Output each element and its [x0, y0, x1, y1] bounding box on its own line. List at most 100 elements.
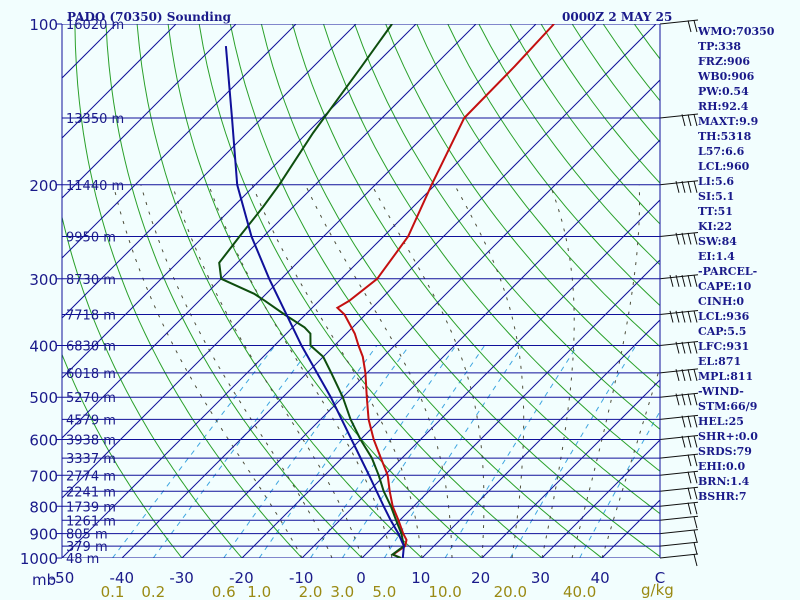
wind-barb-flag — [693, 20, 698, 33]
height-level-label: 48 m — [66, 552, 99, 567]
height-level-label: 7718 m — [66, 309, 116, 324]
sounding-index-item: HEL:25 — [698, 415, 744, 428]
sounding-index-item: TH:5318 — [698, 130, 752, 143]
wind-barb-flag — [675, 393, 680, 406]
wind-barb-flag — [675, 341, 680, 354]
height-level-label: 16020 m — [66, 18, 124, 33]
wind-barb-flag — [693, 516, 698, 529]
mixing-ratio-tick-label: 1.0 — [247, 583, 271, 600]
height-level-label: 3337 m — [66, 452, 116, 467]
wind-barb-staff — [659, 435, 699, 441]
pressure-tick-label: 800 — [29, 498, 58, 516]
isotherm-line — [62, 24, 537, 499]
sounding-indices-panel: WMO:70350 TP:338 FRZ:906 WB0:906 PW:0.54 RH:9… — [697, 25, 775, 503]
sounding-index-item: STM:66/9 — [698, 400, 757, 413]
pressure-tick-label: 1000 — [20, 550, 58, 568]
sounding-index-item: LFC:931 — [698, 340, 749, 353]
wind-barb-flag — [687, 502, 692, 515]
wind-barb-staff — [659, 274, 699, 280]
sounding-index-item: FRZ:906 — [698, 55, 750, 68]
pressure-tick-label: 500 — [29, 389, 58, 407]
parcel-profile-line — [224, 46, 405, 558]
wind-barb-flag — [687, 487, 692, 500]
height-level-label: 1261 m — [66, 514, 116, 529]
mixing-ratio-tick-label: 0.2 — [141, 583, 165, 600]
wind-barb-staff — [659, 341, 699, 346]
wind-barb-flag — [681, 310, 686, 323]
wind-barb-staff — [659, 453, 699, 459]
wind-barb-flag — [681, 415, 686, 428]
pressure-tick-label: 400 — [29, 338, 58, 356]
isotherm-line — [421, 319, 660, 558]
sounding-index-item: TP:338 — [698, 40, 741, 53]
isotherm-line — [62, 24, 477, 439]
height-level-label: 805 m — [66, 528, 108, 543]
wind-barb-flag — [681, 232, 686, 245]
wind-barb-staff — [659, 113, 699, 119]
sounding-index-item: WB0:906 — [697, 70, 755, 83]
sounding-index-item: L57:6.6 — [698, 145, 745, 158]
wind-barb-flag — [675, 232, 680, 245]
wind-barb-flag — [687, 471, 692, 484]
wind-barb-flag — [687, 435, 692, 448]
wind-barb-flag — [693, 542, 698, 555]
profile-lines — [218, 24, 555, 558]
isotherm-line — [62, 24, 297, 259]
pressure-tick-label: 200 — [29, 177, 58, 195]
temperature-tick-label: 10 — [411, 569, 430, 587]
wind-barb-flag — [675, 310, 680, 323]
wind-barb-flag — [687, 454, 692, 467]
wind-barb-flag — [681, 393, 686, 406]
wind-barb-flag — [687, 20, 692, 33]
temperature-tick-label: -10 — [289, 569, 314, 587]
mixing-ratio-tick-label: 0.1 — [101, 583, 125, 600]
dewpoint-profile-line — [218, 24, 406, 558]
pressure-unit-label: mb — [32, 571, 56, 589]
wind-barb-flag — [675, 181, 680, 193]
chart-datetime: 0000Z 2 MAY 25 — [562, 10, 672, 24]
height-level-label: 3938 m — [66, 434, 116, 449]
isotherm-line — [62, 24, 597, 558]
height-level-label: 4579 m — [66, 413, 116, 428]
wind-barb-flag — [693, 181, 698, 193]
sounding-index-item: MAXT:9.9 — [698, 115, 758, 128]
pressure-tick-label: 700 — [29, 467, 58, 485]
mixing-ratio-tick-label: 0.6 — [212, 583, 236, 600]
height-level-label: 11440 m — [66, 179, 124, 194]
sounding-index-item: -WIND- — [698, 385, 744, 398]
mixing-ratio-tick-label: 20.0 — [494, 583, 527, 600]
wind-barb-flag — [693, 454, 698, 467]
wind-barb-staff — [659, 232, 699, 237]
sounding-index-item: PW:0.54 — [698, 85, 749, 98]
pressure-tick-label: 100 — [29, 16, 58, 34]
wind-barb-flag — [693, 369, 698, 381]
mixing-ratio-unit-label: g/kg — [641, 581, 674, 599]
sounding-index-item: MPL:811 — [698, 370, 753, 383]
sounding-index-item: TT:51 — [698, 205, 733, 218]
wind-barb-staff — [659, 19, 699, 25]
sounding-index-item: RH:92.4 — [698, 100, 749, 113]
wind-barb-flag — [687, 310, 692, 323]
isotherm-line — [481, 379, 660, 558]
sounding-index-item: -PARCEL- — [698, 265, 757, 278]
wind-barb-flag — [675, 369, 680, 381]
sounding-index-item: EHI:0.0 — [698, 460, 745, 473]
sounding-index-item: SHR+:0.0 — [698, 430, 758, 443]
temperature-tick-label: C — [655, 569, 665, 587]
mixing-ratio-tick-label: 2.0 — [299, 583, 323, 600]
height-level-label: 5270 m — [66, 391, 116, 406]
wind-barb-flag — [681, 341, 686, 354]
wind-barb-flag — [693, 435, 698, 448]
wind-barb-flag — [693, 415, 698, 428]
wind-barb-flag — [693, 554, 698, 567]
height-level-label: 8730 m — [66, 273, 116, 288]
wind-barb-staff — [659, 392, 699, 398]
wind-barb-flag — [687, 341, 692, 354]
sounding-index-item: KI:22 — [698, 220, 732, 233]
sounding-index-item: SRDS:79 — [698, 445, 752, 458]
height-level-label: 9950 m — [66, 230, 116, 245]
sounding-index-item: BRN:1.4 — [698, 475, 750, 488]
sounding-index-item: LI:5.6 — [698, 175, 734, 188]
